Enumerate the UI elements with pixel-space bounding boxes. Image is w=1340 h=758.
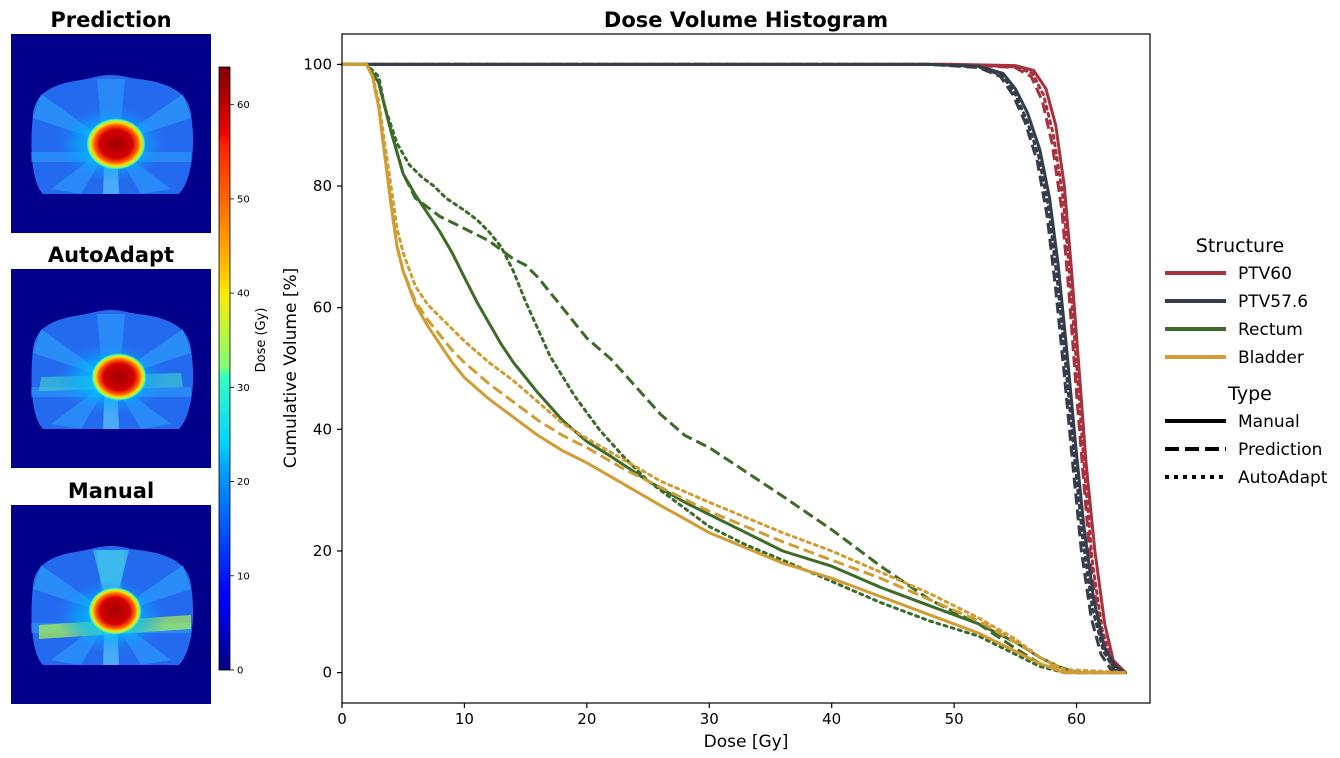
series-ptv60-autoadapt	[340, 62, 1127, 675]
series-bladder-prediction	[342, 62, 1126, 675]
x-tick-label: 0	[337, 710, 347, 728]
dose-map-autoadapt	[11, 269, 211, 468]
y-tick-label: 100	[303, 55, 332, 73]
x-tick-label: 40	[822, 710, 841, 728]
legend-label-ptv60: PTV60	[1238, 264, 1292, 284]
legend-label-prediction: Prediction	[1238, 440, 1322, 460]
y-axis-ticks: 0 20 40 60 80 100	[303, 55, 342, 682]
series-ptv60-prediction	[342, 62, 1127, 674]
series-ptv60-manual	[342, 62, 1127, 674]
x-tick-label: 50	[945, 710, 964, 728]
colorbar-ticks: 0 10 20 30 40 50 60	[230, 100, 250, 677]
colorbar: 0 10 20 30 40 50 60 Dose (Gy)	[218, 66, 269, 677]
y-tick-label: 40	[313, 420, 332, 438]
colorbar-tick-label: 30	[237, 383, 250, 394]
dvh-series	[340, 62, 1127, 675]
x-axis-ticks: 0 10 20 30 40 50 60	[337, 703, 1086, 728]
panel-prediction: Prediction	[11, 8, 211, 233]
y-tick-label: 60	[313, 299, 332, 317]
colorbar-gradient	[218, 66, 231, 671]
legend-structures: PTV60 PTV57.6 Rectum Bladder	[1165, 264, 1308, 368]
colorbar-label: Dose (Gy)	[254, 308, 269, 373]
colorbar-tick-label: 40	[237, 289, 250, 300]
series-bladder-autoadapt	[340, 62, 1127, 675]
panel-title-autoadapt: AutoAdapt	[48, 243, 174, 267]
legend-label-autoadapt: AutoAdapt	[1238, 468, 1328, 488]
y-tick-label: 20	[313, 542, 332, 560]
legend-label-bladder: Bladder	[1238, 348, 1304, 368]
x-tick-label: 10	[455, 710, 474, 728]
legend-label-manual: Manual	[1238, 412, 1300, 432]
legend-structure-title: Structure	[1196, 235, 1284, 257]
legend-label-ptv576: PTV57.6	[1238, 292, 1308, 312]
dvh-chart: Dose Volume Histogram 0 10 20 30 40 50 60 0 20 4…	[281, 8, 1151, 752]
x-tick-label: 20	[577, 710, 596, 728]
dose-map-prediction	[11, 34, 211, 233]
series-ptv576-manual	[342, 62, 1127, 674]
series-rectum-manual	[342, 62, 1126, 675]
legend: Structure PTV60 PTV57.6 Rectum Bladder Type…	[1165, 235, 1328, 488]
series-ptv576-autoadapt	[340, 62, 1127, 675]
panel-title-manual: Manual	[68, 479, 154, 503]
legend-types: Manual Prediction AutoAdapt	[1165, 412, 1328, 488]
colorbar-tick-label: 60	[237, 100, 250, 111]
series-bladder-manual	[342, 62, 1126, 675]
legend-label-rectum: Rectum	[1238, 320, 1303, 340]
colorbar-tick-label: 20	[237, 477, 250, 488]
colorbar-tick-label: 0	[237, 666, 243, 677]
x-tick-label: 30	[700, 710, 719, 728]
colorbar-tick-label: 10	[237, 571, 250, 582]
legend-type-title: Type	[1227, 383, 1272, 405]
y-axis-label: Cumulative Volume [%]	[281, 268, 301, 468]
y-tick-label: 0	[322, 664, 332, 682]
panel-manual: Manual	[11, 479, 211, 704]
x-axis-label: Dose [Gy]	[704, 732, 789, 752]
x-tick-label: 60	[1067, 710, 1086, 728]
series-ptv576-prediction	[342, 62, 1126, 675]
chart-title: Dose Volume Histogram	[604, 8, 888, 32]
series-rectum-prediction	[342, 62, 1126, 675]
y-tick-label: 80	[313, 177, 332, 195]
series-rectum-autoadapt	[340, 62, 1127, 675]
panel-autoadapt: AutoAdapt	[11, 243, 211, 468]
panel-title-prediction: Prediction	[50, 8, 171, 32]
colorbar-tick-label: 50	[237, 194, 250, 205]
plot-frame	[341, 33, 1151, 704]
dose-map-manual	[11, 505, 211, 704]
